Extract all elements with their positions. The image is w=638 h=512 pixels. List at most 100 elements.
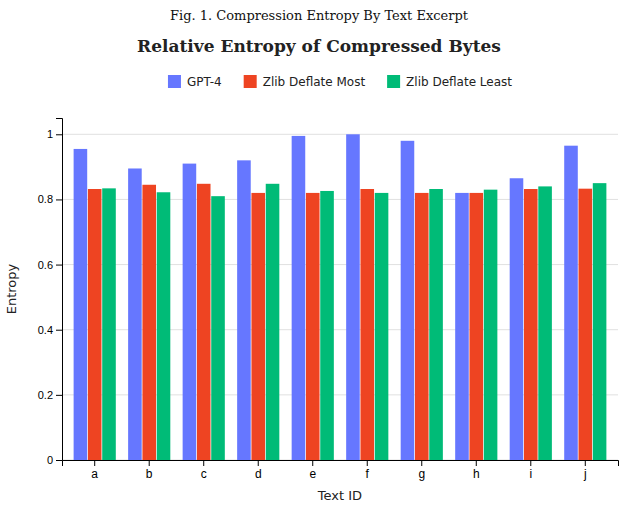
legend-swatch	[244, 75, 257, 88]
x-tick-label: h	[473, 467, 480, 481]
x-tick: d	[255, 460, 262, 481]
x-tick: j	[583, 460, 587, 481]
bar	[401, 141, 415, 460]
legend-label: Zlib Deflate Most	[263, 75, 366, 89]
bar	[510, 178, 524, 460]
grid-line	[62, 134, 618, 135]
bar	[429, 189, 443, 460]
y-tick-mark	[56, 199, 62, 200]
chart: Fig. 1. Compression Entropy By Text Exce…	[0, 0, 638, 512]
legend-label: GPT-4	[187, 75, 222, 89]
y-axis: 0 0.2 0.4 0.6 0.8 1	[38, 119, 63, 467]
y-tick: 0.4	[38, 324, 62, 336]
x-tick-mark	[585, 460, 586, 466]
x-tick: b	[146, 460, 153, 481]
y-tick: 0	[47, 454, 62, 466]
x-axis-title: Text ID	[317, 488, 362, 503]
x-tick-mark	[94, 460, 95, 466]
y-tick-label: 0.2	[38, 389, 53, 401]
x-tick: c	[201, 460, 207, 481]
x-tick-mark	[312, 460, 313, 466]
y-tick: 0.2	[38, 389, 62, 401]
bar	[346, 134, 360, 460]
bar	[237, 160, 251, 460]
series	[74, 134, 578, 460]
x-tick: g	[418, 460, 425, 481]
y-tick-mark	[56, 460, 62, 461]
y-tick-label: 1	[47, 128, 53, 140]
x-tick: i	[529, 460, 532, 481]
bar	[88, 189, 102, 460]
y-tick: 0.8	[38, 193, 62, 205]
bar	[593, 183, 607, 460]
x-tick: e	[309, 460, 316, 481]
legend-swatch	[168, 75, 181, 88]
x-tick-label: d	[255, 467, 262, 481]
bar	[524, 189, 538, 460]
x-tick-label: j	[583, 467, 587, 481]
bar	[484, 190, 498, 460]
x-axis: a b c d e f g h i j	[63, 460, 619, 481]
x-tick-mark	[476, 460, 477, 466]
legend: GPT-4 Zlib Deflate Most Zlib Deflate Least	[168, 75, 512, 89]
bar	[142, 185, 156, 460]
x-tick-mark	[149, 460, 150, 466]
x-tick-mark	[530, 460, 531, 466]
y-tick-label: 0.6	[38, 259, 53, 271]
bar	[320, 191, 334, 460]
legend-item: Zlib Deflate Least	[387, 75, 512, 89]
x-tick: a	[91, 460, 98, 481]
legend-item: GPT-4	[168, 75, 222, 89]
grid	[62, 134, 618, 460]
x-tick: h	[473, 460, 480, 481]
y-tick-label: 0.4	[38, 324, 53, 336]
y-tick-mark	[56, 395, 62, 396]
bar	[74, 149, 88, 460]
x-tick-label: a	[91, 467, 98, 481]
bar	[211, 196, 225, 460]
bar	[564, 146, 578, 460]
x-tick: f	[366, 460, 370, 481]
y-axis-line	[56, 119, 63, 461]
y-tick-mark	[56, 134, 62, 135]
y-tick: 0.6	[38, 259, 62, 271]
plot: a b c d e f g h i j 0 0.2 0.4 0.6 0.8 1	[38, 119, 619, 481]
x-tick-label: g	[418, 467, 425, 481]
legend-swatch	[387, 75, 400, 88]
bar	[102, 188, 116, 460]
y-tick-label: 0.8	[38, 193, 53, 205]
bar	[157, 192, 171, 460]
bar	[455, 193, 469, 460]
bar	[360, 189, 374, 460]
bar	[128, 168, 142, 460]
bar	[292, 136, 306, 460]
x-tick-mark	[203, 460, 204, 466]
y-tick-label: 0	[47, 454, 53, 466]
x-tick-label: c	[201, 467, 207, 481]
x-tick-mark	[367, 460, 368, 466]
bar	[415, 193, 429, 460]
y-axis-title: Entropy	[4, 263, 19, 314]
series	[102, 183, 606, 460]
y-tick: 1	[47, 128, 62, 140]
legend-label: Zlib Deflate Least	[406, 75, 512, 89]
bar	[183, 164, 197, 460]
x-tick-label: e	[309, 467, 316, 481]
x-tick-mark	[421, 460, 422, 466]
bar	[469, 193, 483, 460]
bar	[538, 186, 552, 460]
bar	[251, 193, 265, 460]
bar	[306, 193, 320, 460]
title: Relative Entropy of Compressed Bytes	[137, 36, 501, 56]
series	[88, 184, 592, 460]
legend-item: Zlib Deflate Most	[244, 75, 366, 89]
y-tick-mark	[56, 265, 62, 266]
bar	[266, 184, 280, 460]
x-tick-label: f	[366, 467, 370, 481]
bar	[375, 193, 389, 460]
x-tick-mark	[258, 460, 259, 466]
y-tick-mark	[56, 330, 62, 331]
bars	[74, 134, 607, 460]
x-tick-label: i	[529, 467, 532, 481]
x-tick-label: b	[146, 467, 153, 481]
